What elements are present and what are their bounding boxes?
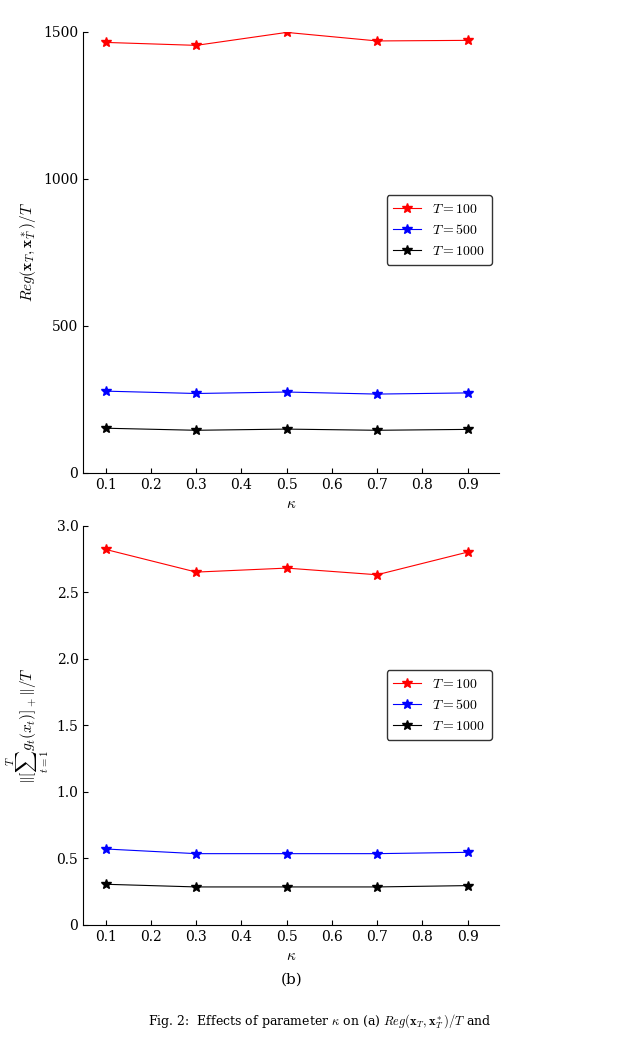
$T = 100$ (193, 565, 200, 578)
$T = 1000$ (464, 880, 472, 892)
$T = 1000$ (464, 424, 472, 436)
$T = 500$ (464, 387, 472, 399)
Line: $T = 500$: $T = 500$ (101, 387, 472, 399)
$T = 1000$ (193, 881, 200, 893)
Line: $T = 1000$: $T = 1000$ (101, 424, 472, 435)
$T = 1000$ (102, 878, 109, 890)
$T = 100$ (193, 39, 200, 51)
Y-axis label: $Reg(\mathbf{x}_T, \mathbf{x}_T^*)/T$: $Reg(\mathbf{x}_T, \mathbf{x}_T^*)/T$ (18, 202, 38, 303)
Line: $T = 100$: $T = 100$ (101, 27, 472, 50)
$T = 100$ (464, 545, 472, 558)
Line: $T = 500$: $T = 500$ (101, 844, 472, 859)
Line: $T = 1000$: $T = 1000$ (101, 880, 472, 892)
Text: (b): (b) (280, 972, 302, 986)
$T = 100$ (464, 34, 472, 46)
$T = 500$ (283, 386, 291, 398)
$T = 100$ (283, 562, 291, 575)
X-axis label: $\kappa$: $\kappa$ (286, 949, 296, 964)
$T = 500$ (193, 387, 200, 399)
Line: $T = 100$: $T = 100$ (101, 544, 472, 579)
Y-axis label: $\|[\sum_{t=1}^T g_t(x_t)]_+\|/T$: $\|[\sum_{t=1}^T g_t(x_t)]_+\|/T$ (4, 666, 51, 784)
$T = 100$ (102, 543, 109, 556)
$T = 1000$ (193, 424, 200, 436)
$T = 100$ (373, 569, 381, 581)
Legend: $T = 100$, $T = 500$, $T = 1000$: $T = 100$, $T = 500$, $T = 1000$ (387, 195, 492, 265)
X-axis label: $\kappa$: $\kappa$ (286, 497, 296, 512)
$T = 500$ (102, 843, 109, 856)
$T = 100$ (102, 36, 109, 48)
$T = 1000$ (373, 881, 381, 893)
$T = 100$ (283, 26, 291, 39)
$T = 500$ (193, 847, 200, 860)
Legend: $T = 100$, $T = 500$, $T = 1000$: $T = 100$, $T = 500$, $T = 1000$ (387, 671, 492, 740)
$T = 100$ (373, 35, 381, 47)
$T = 500$ (373, 847, 381, 860)
$T = 500$ (373, 388, 381, 400)
$T = 500$ (283, 847, 291, 860)
$T = 1000$ (373, 424, 381, 436)
$T = 500$ (464, 846, 472, 859)
$T = 1000$ (102, 421, 109, 434)
$T = 500$ (102, 385, 109, 397)
$T = 1000$ (283, 881, 291, 893)
Text: Fig. 2:  Effects of parameter $\kappa$ on (a) $Reg(\mathbf{x}_T, \mathbf{x}_T^*): Fig. 2: Effects of parameter $\kappa$ on… (148, 1012, 492, 1030)
$T = 1000$ (283, 423, 291, 435)
